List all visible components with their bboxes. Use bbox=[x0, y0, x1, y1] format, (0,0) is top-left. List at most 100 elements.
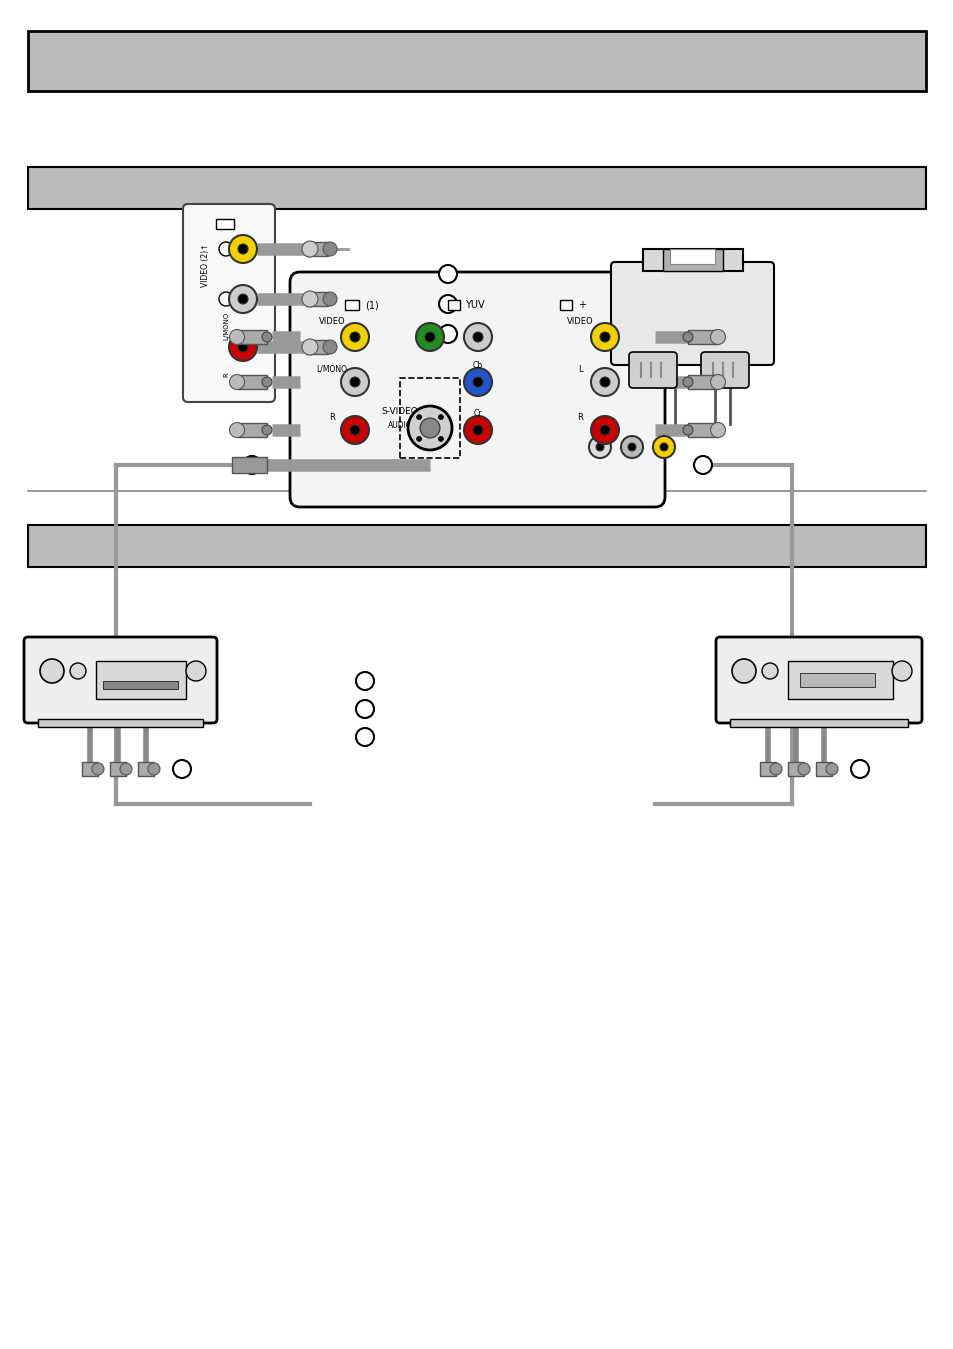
FancyBboxPatch shape bbox=[290, 272, 664, 507]
Circle shape bbox=[590, 415, 618, 444]
Circle shape bbox=[463, 368, 492, 397]
Bar bbox=[306, 340, 328, 353]
Text: VIDEO: VIDEO bbox=[566, 317, 593, 326]
Circle shape bbox=[596, 442, 603, 451]
Circle shape bbox=[40, 660, 64, 683]
Circle shape bbox=[120, 764, 132, 774]
Circle shape bbox=[262, 376, 272, 387]
Circle shape bbox=[323, 291, 336, 306]
Bar bbox=[662, 250, 722, 271]
Circle shape bbox=[148, 764, 160, 774]
FancyBboxPatch shape bbox=[716, 637, 921, 723]
Circle shape bbox=[416, 436, 421, 441]
Circle shape bbox=[229, 285, 256, 313]
Circle shape bbox=[230, 329, 244, 344]
Circle shape bbox=[91, 764, 104, 774]
Circle shape bbox=[599, 376, 609, 387]
FancyBboxPatch shape bbox=[24, 637, 216, 723]
Text: YUV: YUV bbox=[464, 299, 484, 310]
Circle shape bbox=[262, 332, 272, 343]
Bar bbox=[345, 299, 358, 310]
Circle shape bbox=[438, 295, 456, 313]
Circle shape bbox=[599, 332, 609, 343]
Bar bbox=[642, 250, 742, 271]
Text: L/MONO: L/MONO bbox=[316, 364, 347, 374]
Bar bbox=[687, 424, 718, 437]
Bar bbox=[215, 219, 233, 229]
Bar bbox=[559, 299, 572, 310]
Bar bbox=[96, 661, 186, 699]
Circle shape bbox=[350, 425, 359, 434]
Bar bbox=[687, 331, 718, 344]
Circle shape bbox=[172, 759, 191, 778]
Bar bbox=[448, 299, 459, 310]
Circle shape bbox=[825, 764, 837, 774]
Text: Cr: Cr bbox=[474, 410, 482, 418]
Bar bbox=[38, 719, 203, 727]
Bar bbox=[236, 424, 267, 437]
Circle shape bbox=[588, 436, 610, 459]
Text: AUDIO: AUDIO bbox=[387, 421, 412, 429]
Circle shape bbox=[797, 764, 809, 774]
Circle shape bbox=[463, 415, 492, 444]
Text: Cb: Cb bbox=[473, 362, 482, 371]
Circle shape bbox=[473, 332, 482, 343]
Bar bbox=[306, 291, 328, 306]
Circle shape bbox=[230, 422, 244, 437]
Bar bbox=[815, 762, 831, 776]
Bar bbox=[306, 241, 328, 256]
Circle shape bbox=[323, 340, 336, 353]
Circle shape bbox=[463, 322, 492, 351]
Bar bbox=[28, 31, 925, 90]
Bar bbox=[103, 681, 178, 689]
Bar bbox=[110, 762, 126, 776]
Circle shape bbox=[186, 661, 206, 681]
FancyBboxPatch shape bbox=[700, 352, 748, 389]
Circle shape bbox=[473, 425, 482, 434]
Text: R: R bbox=[329, 413, 335, 421]
Circle shape bbox=[419, 418, 439, 438]
Bar bbox=[28, 525, 925, 567]
Circle shape bbox=[237, 294, 248, 304]
Circle shape bbox=[710, 329, 724, 344]
Circle shape bbox=[408, 406, 452, 451]
Text: R: R bbox=[577, 413, 582, 421]
Circle shape bbox=[761, 662, 778, 679]
Circle shape bbox=[590, 368, 618, 397]
Circle shape bbox=[230, 375, 244, 390]
Circle shape bbox=[438, 264, 456, 283]
Circle shape bbox=[682, 425, 692, 434]
Circle shape bbox=[243, 456, 261, 473]
Text: VIDEO (2)↑: VIDEO (2)↑ bbox=[201, 244, 211, 287]
Bar bbox=[687, 375, 718, 389]
Bar bbox=[399, 378, 459, 459]
Circle shape bbox=[659, 442, 667, 451]
Bar bbox=[729, 719, 907, 727]
Circle shape bbox=[340, 322, 369, 351]
Circle shape bbox=[350, 332, 359, 343]
Circle shape bbox=[682, 332, 692, 343]
Circle shape bbox=[355, 672, 374, 689]
Circle shape bbox=[323, 241, 336, 256]
Circle shape bbox=[850, 759, 868, 778]
Circle shape bbox=[219, 241, 233, 256]
Circle shape bbox=[355, 728, 374, 746]
Circle shape bbox=[70, 662, 86, 679]
Circle shape bbox=[355, 700, 374, 718]
Circle shape bbox=[237, 244, 248, 254]
Circle shape bbox=[627, 442, 636, 451]
Circle shape bbox=[473, 376, 482, 387]
Circle shape bbox=[438, 414, 443, 420]
FancyBboxPatch shape bbox=[610, 262, 773, 366]
FancyBboxPatch shape bbox=[183, 204, 274, 402]
Circle shape bbox=[229, 235, 256, 263]
Circle shape bbox=[237, 343, 248, 352]
Text: S-VIDEO: S-VIDEO bbox=[381, 407, 418, 417]
Bar bbox=[236, 331, 267, 344]
Bar bbox=[82, 762, 98, 776]
Bar bbox=[787, 762, 803, 776]
Circle shape bbox=[710, 422, 724, 437]
Bar bbox=[232, 457, 267, 473]
Circle shape bbox=[262, 425, 272, 434]
Circle shape bbox=[340, 415, 369, 444]
